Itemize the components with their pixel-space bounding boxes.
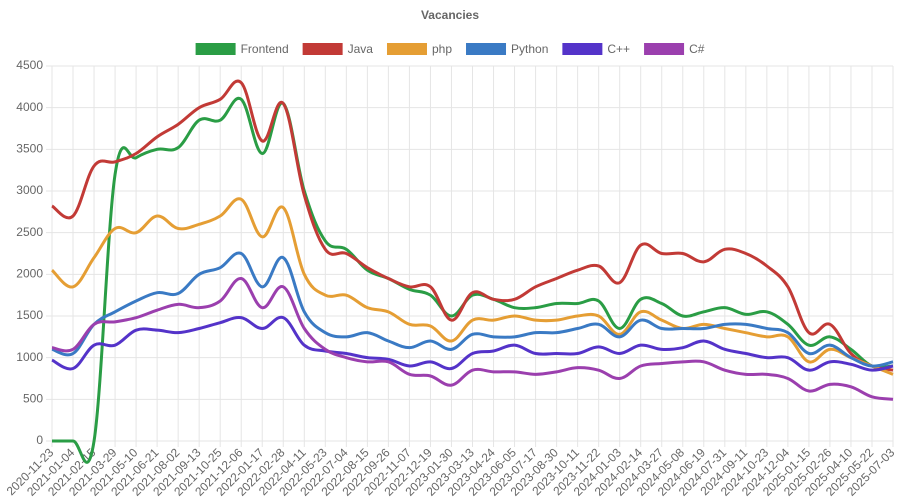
legend-label: Python bbox=[511, 42, 548, 56]
y-tick-label: 3500 bbox=[16, 142, 43, 156]
series-line bbox=[50, 197, 894, 376]
legend-label: Frontend bbox=[241, 42, 289, 56]
y-tick-label: 1000 bbox=[16, 350, 43, 364]
legend-swatch bbox=[302, 43, 343, 55]
series-line bbox=[51, 79, 894, 372]
y-tick-label: 3000 bbox=[16, 183, 43, 197]
chart-title: Vacancies bbox=[421, 8, 479, 22]
legend-label: php bbox=[432, 42, 452, 56]
y-tick-label: 4500 bbox=[16, 58, 43, 72]
legend-label: C# bbox=[689, 42, 705, 56]
series-line bbox=[51, 315, 894, 372]
y-tick-label: 0 bbox=[36, 433, 43, 447]
series-line bbox=[51, 251, 894, 368]
y-tick-label: 2000 bbox=[16, 267, 43, 281]
legend-swatch bbox=[195, 43, 236, 55]
y-tick-label: 4000 bbox=[16, 100, 43, 114]
y-tick-label: 1500 bbox=[16, 308, 43, 322]
series-line bbox=[52, 96, 894, 464]
legend-swatch bbox=[562, 43, 603, 55]
legend-swatch bbox=[386, 43, 427, 55]
legend-swatch bbox=[644, 43, 685, 55]
legend-label: C++ bbox=[607, 42, 630, 56]
y-tick-label: 500 bbox=[23, 392, 43, 406]
legend-swatch bbox=[466, 43, 507, 55]
legend-label: Java bbox=[348, 42, 374, 56]
series-line bbox=[51, 277, 894, 401]
y-tick-label: 2500 bbox=[16, 225, 43, 239]
